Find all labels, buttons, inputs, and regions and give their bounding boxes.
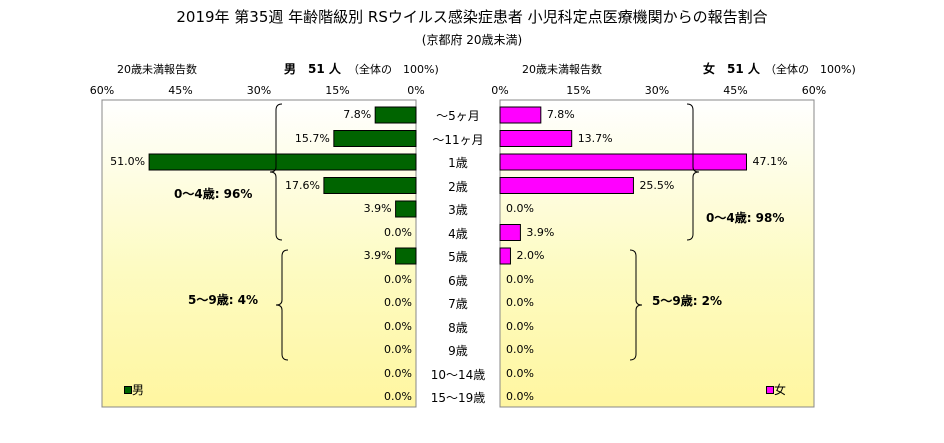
legend-female-swatch	[766, 386, 774, 394]
female-data-label: 7.8%	[546, 108, 575, 121]
female-annotation-0-4: 0～4歳: 98%	[706, 211, 785, 225]
category-label: 5歳	[448, 250, 468, 264]
female-header-total: （全体の 100%)	[765, 63, 856, 76]
female-data-label: 0.0%	[506, 366, 534, 380]
female-bar	[499, 106, 542, 124]
x-tick-label: 45%	[168, 84, 193, 97]
female-data-label: 0.0%	[506, 272, 534, 286]
female-data-label: 2.0%	[516, 249, 545, 262]
category-label: ～5ヶ月	[436, 109, 480, 123]
category-label: ～11ヶ月	[432, 132, 484, 147]
female-data-label: 0.0%	[506, 296, 534, 309]
male-data-label: 0.0%	[384, 343, 412, 356]
female-data-label: 0.0%	[506, 319, 534, 333]
male-data-label: 0.0%	[384, 296, 412, 309]
female-data-label: 0.0%	[506, 202, 534, 215]
x-tick-label: 0%	[491, 84, 509, 97]
female-brace-5-9	[629, 249, 643, 361]
category-label: 6歳	[448, 273, 468, 288]
male-data-label: 51.0%	[110, 155, 146, 168]
legend-female-label: 女	[774, 383, 787, 397]
legend-male-swatch	[124, 386, 132, 394]
male-header-total: （全体の 100%)	[348, 63, 439, 76]
male-annotation-5-9: 5～9歳: 4%	[188, 293, 259, 307]
female-bar	[499, 153, 747, 171]
x-tick-label: 15%	[325, 84, 350, 97]
male-data-label: 0.0%	[384, 390, 412, 403]
x-tick-label: 30%	[246, 84, 272, 97]
female-bar	[499, 247, 511, 265]
male-bar	[395, 247, 417, 265]
female-data-label: 0.0%	[506, 390, 534, 403]
male-data-label: 17.6%	[284, 178, 320, 192]
female-data-label: 25.5%	[639, 178, 675, 192]
female-bar	[499, 177, 634, 194]
male-brace-5-9	[275, 249, 289, 361]
female-data-label: 47.1%	[752, 155, 788, 168]
x-tick-label: 45%	[723, 84, 748, 97]
category-label: 10～14歳	[430, 367, 486, 382]
male-bar	[148, 153, 417, 171]
category-label: 8歳	[448, 320, 468, 335]
female-annotation-5-9: 5～9歳: 2%	[652, 294, 723, 308]
female-header-label: 20歳未満報告数	[522, 63, 602, 76]
category-label: 3歳	[448, 203, 468, 217]
male-data-label: 3.9%	[363, 249, 392, 262]
chart-title: 2019年 第35週 年齢階級別 RSウイルス感染症患者 小児科定点医療機関から…	[176, 8, 768, 26]
category-label: 2歳	[448, 179, 468, 194]
chart-subtitle: (京都府 20歳未満)	[421, 33, 523, 47]
category-label: 4歳	[448, 226, 468, 241]
male-data-label: 3.9%	[363, 202, 392, 215]
female-plot-area	[499, 99, 815, 408]
category-label: 1歳	[448, 156, 468, 170]
male-annotation-0-4: 0～4歳: 96%	[174, 187, 253, 201]
female-header-count: 女 51 人	[703, 62, 760, 76]
female-brace-0-4	[686, 103, 700, 241]
male-data-label: 7.8%	[343, 108, 372, 121]
category-label: 7歳	[448, 297, 468, 311]
male-bar	[374, 106, 417, 124]
male-plot-area	[101, 99, 417, 408]
male-bar	[395, 200, 417, 218]
male-data-label: 15.7%	[294, 131, 330, 145]
male-header-count: 男 51 人	[284, 62, 341, 76]
female-bar	[499, 224, 521, 241]
male-data-label: 0.0%	[384, 272, 412, 286]
category-label: 9歳	[448, 344, 468, 358]
male-data-label: 0.0%	[384, 319, 412, 333]
male-brace-0-4	[269, 103, 283, 241]
male-data-label: 0.0%	[384, 225, 412, 239]
female-data-label: 3.9%	[526, 225, 555, 239]
x-tick-label: 60%	[89, 84, 115, 97]
x-tick-label: 60%	[801, 84, 827, 97]
male-data-label: 0.0%	[384, 366, 412, 380]
male-bar	[333, 130, 417, 147]
female-data-label: 13.7%	[577, 131, 613, 145]
legend-male-label: 男	[132, 383, 145, 397]
female-data-label: 0.0%	[506, 343, 534, 356]
category-label: 15～19歳	[430, 391, 486, 405]
female-bar	[499, 130, 573, 147]
male-bar	[323, 177, 417, 194]
male-header-label: 20歳未満報告数	[117, 63, 197, 76]
x-tick-label: 30%	[644, 84, 670, 97]
x-tick-label: 15%	[566, 84, 591, 97]
x-tick-label: 0%	[407, 84, 425, 97]
